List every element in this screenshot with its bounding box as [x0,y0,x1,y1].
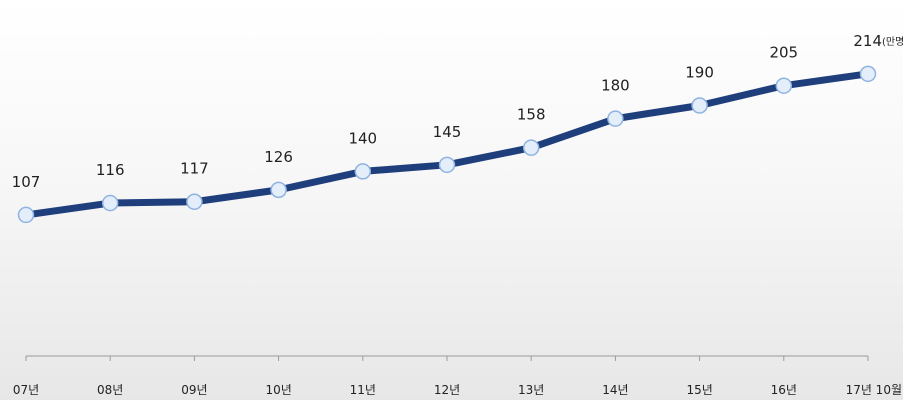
x-axis: 07년 08년 09년 10년 11년 12년 13년 14년 15년 16년 17년 10월 [13,355,902,397]
x-tick-label: 13년 [518,383,544,397]
data-point-layer [17,65,877,224]
data-label: 107 [12,173,41,191]
data-label: 140 [348,129,377,147]
data-point [270,181,287,199]
data-label: 116 [96,161,125,179]
data-point [354,163,372,180]
data-point [17,206,35,224]
data-point [522,139,540,156]
x-tick-label: 11년 [350,383,376,397]
data-label: 205 [769,44,798,62]
x-tick-label: 16년 [771,383,797,397]
series-line-layer [22,70,872,219]
data-point [775,77,793,94]
data-label: 145 [433,123,462,141]
data-point [101,194,119,212]
series-line [22,70,872,219]
x-tick-label: 12년 [434,383,460,397]
x-tick-label: 17년 10월 [846,383,902,397]
x-tick-label: 09년 [181,383,207,397]
data-label: 180 [601,77,630,95]
data-point [859,65,877,83]
x-tick-label: 14년 [602,383,628,397]
data-label: 117 [180,160,209,178]
data-point [186,193,203,210]
data-label: 190 [685,63,714,81]
x-tick-label: 15년 [686,383,712,397]
data-point [691,97,708,114]
x-tick-label: 10년 [265,383,291,397]
data-label: 158 [517,106,546,124]
unit-label: (만명) [882,36,903,48]
x-tick-label: 08년 [97,383,123,397]
x-tick-label: 07년 [13,383,39,397]
data-label-layer: 107 116 117 126 140 145 158 180 190 205 214(만명) [12,32,903,191]
data-point [607,110,624,127]
data-label: 214 [853,32,882,50]
data-label: 126 [264,148,293,166]
data-point [438,156,456,174]
